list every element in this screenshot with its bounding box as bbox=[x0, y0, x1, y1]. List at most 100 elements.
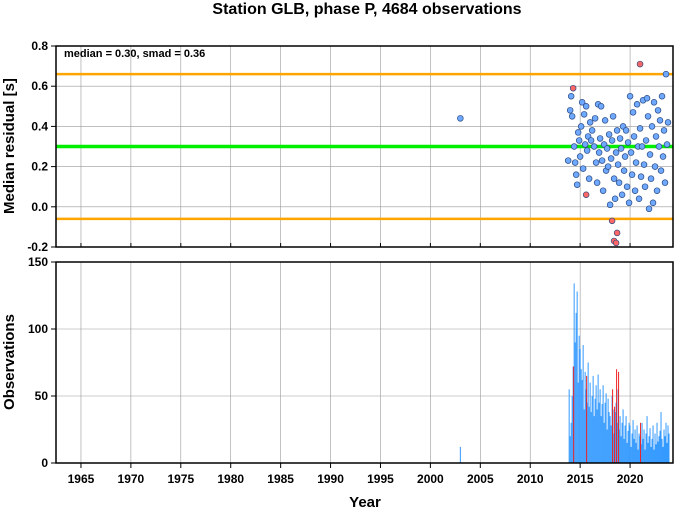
observations-xtick-label: 2015 bbox=[567, 472, 594, 486]
outlier-observation-bar bbox=[612, 389, 614, 463]
normal-observation-bar bbox=[609, 416, 611, 463]
normal-observation-bar bbox=[581, 379, 583, 463]
normal-residual-point bbox=[606, 201, 614, 209]
x-axis-label: Year bbox=[349, 494, 381, 511]
normal-residual-point bbox=[640, 161, 648, 168]
normal-residual-point bbox=[621, 153, 629, 160]
normal-observation-bar bbox=[590, 412, 592, 463]
normal-residual-point bbox=[564, 157, 572, 164]
normal-observation-bar bbox=[623, 438, 625, 463]
observations-panel: 0 50 100 150 1965 1970 1975 1980 1985 1990 1995 20… bbox=[1, 255, 674, 511]
normal-observation-bar bbox=[654, 433, 656, 463]
normal-observation-bar bbox=[579, 349, 581, 463]
observations-ytick-labels: 0 50 100 150 bbox=[28, 255, 48, 470]
normal-observation-bar bbox=[633, 438, 635, 463]
normal-observation-bar bbox=[642, 438, 644, 463]
normal-residual-point bbox=[637, 173, 645, 180]
normal-residual-point bbox=[631, 187, 639, 194]
normal-residual-point bbox=[632, 159, 640, 166]
normal-observation-bar bbox=[578, 335, 580, 463]
normal-residual-point bbox=[636, 125, 644, 132]
normal-residual-point bbox=[648, 123, 656, 130]
normal-observation-bar bbox=[653, 449, 655, 463]
outlier-observation-bar bbox=[616, 369, 618, 463]
normal-residual-point bbox=[571, 159, 579, 166]
normal-residual-point bbox=[664, 119, 672, 126]
normal-residual-point bbox=[651, 163, 659, 170]
normal-observation-bar bbox=[641, 422, 643, 463]
residual-ytick-label: 0.8 bbox=[31, 39, 48, 53]
normal-observation-bar bbox=[668, 433, 670, 463]
normal-observation-bar bbox=[648, 436, 650, 463]
normal-observation-bar bbox=[598, 402, 600, 463]
normal-residual-point bbox=[614, 161, 622, 168]
normal-observation-bar bbox=[665, 422, 667, 463]
normal-observation-bar bbox=[660, 412, 662, 463]
normal-observation-bar bbox=[601, 404, 603, 463]
normal-residual-point bbox=[599, 187, 607, 194]
normal-residual-point bbox=[595, 149, 603, 156]
normal-observation-bar bbox=[624, 425, 626, 463]
normal-observation-bar bbox=[621, 422, 623, 463]
normal-observation-bar bbox=[583, 409, 585, 463]
outlier-observation-bar bbox=[614, 406, 616, 463]
normal-observation-bar bbox=[632, 420, 634, 463]
normal-observation-bar bbox=[619, 416, 621, 463]
normal-residual-point bbox=[604, 163, 612, 170]
normal-residual-point bbox=[609, 113, 617, 120]
normal-residual-point bbox=[581, 141, 589, 148]
normal-residual-point bbox=[612, 149, 620, 156]
normal-residual-point bbox=[605, 131, 613, 138]
normal-observation-bar bbox=[575, 312, 577, 463]
normal-observation-bar bbox=[628, 422, 630, 463]
observations-xtick-label: 2020 bbox=[617, 472, 644, 486]
normal-observation-bar bbox=[657, 441, 659, 463]
normal-residual-point bbox=[653, 187, 661, 194]
observations-xtick-label: 2010 bbox=[517, 472, 544, 486]
normal-observation-bar bbox=[645, 433, 647, 463]
normal-residual-point bbox=[656, 117, 664, 124]
normal-observation-bar bbox=[626, 442, 628, 463]
normal-residual-point bbox=[628, 171, 636, 178]
normal-residual-point bbox=[625, 199, 633, 207]
normal-observation-bar bbox=[638, 433, 640, 463]
normal-residual-point bbox=[615, 179, 623, 186]
normal-residual-point bbox=[572, 171, 580, 178]
normal-residual-point bbox=[629, 109, 637, 116]
normal-observation-bar bbox=[602, 385, 604, 463]
normal-observation-bar bbox=[620, 436, 622, 463]
outlier-observation-bar bbox=[573, 366, 575, 463]
normal-residual-point bbox=[645, 205, 653, 213]
normal-observation-bar bbox=[595, 385, 597, 463]
residual-ylabel: Median residual [s] bbox=[1, 78, 18, 214]
residual-ytick-label: 0.4 bbox=[31, 119, 48, 133]
normal-residual-point bbox=[597, 103, 605, 110]
normal-observation-bar bbox=[643, 429, 645, 463]
observations-bars bbox=[459, 283, 670, 463]
normal-residual-point bbox=[641, 183, 649, 190]
normal-residual-point bbox=[579, 165, 587, 172]
normal-residual-point bbox=[575, 137, 583, 144]
normal-residual-point bbox=[598, 157, 606, 164]
normal-observation-bar bbox=[607, 398, 609, 463]
observations-ytick-label: 100 bbox=[28, 322, 48, 336]
observations-ytick-label: 150 bbox=[28, 255, 48, 269]
normal-residual-point bbox=[623, 183, 631, 190]
normal-observation-bar bbox=[593, 416, 595, 463]
normal-residual-point bbox=[649, 199, 657, 207]
normal-residual-point bbox=[633, 101, 641, 108]
normal-residual-point bbox=[607, 155, 615, 162]
normal-observation-bar bbox=[634, 429, 636, 463]
normal-observation-bar bbox=[630, 446, 632, 463]
normal-observation-bar bbox=[571, 396, 573, 463]
normal-observation-bar bbox=[650, 446, 652, 463]
residual-ytick-label: -0.2 bbox=[27, 240, 48, 254]
normal-residual-point bbox=[573, 181, 581, 188]
normal-residual-point bbox=[590, 143, 598, 150]
normal-observation-bar bbox=[622, 409, 624, 463]
residual-ytick-labels: -0.2 0.0 0.2 0.4 0.6 0.8 bbox=[27, 39, 48, 254]
normal-residual-point bbox=[644, 113, 652, 120]
normal-residual-point bbox=[642, 137, 650, 144]
normal-observation-bar bbox=[576, 291, 578, 463]
